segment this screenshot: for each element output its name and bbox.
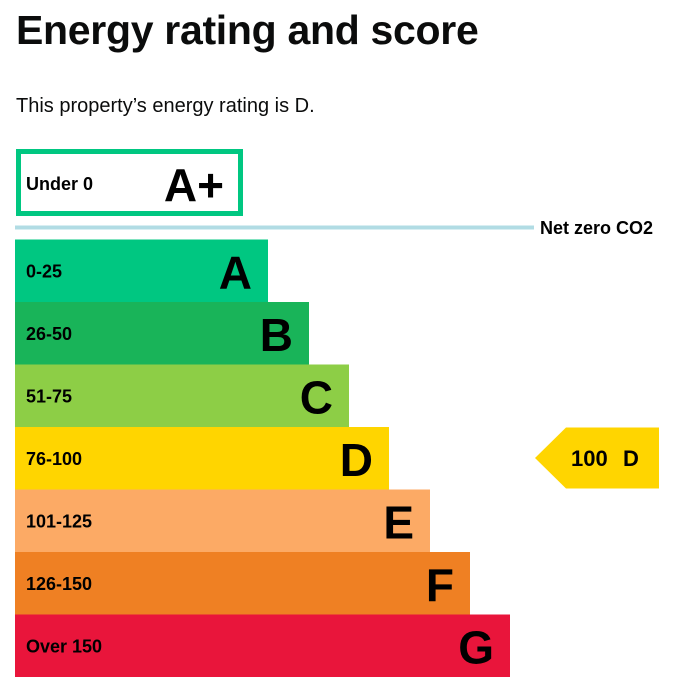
band-d-letter: D	[340, 434, 373, 486]
page-title: Energy rating and score	[16, 7, 479, 53]
band-g-range: Over 150	[26, 637, 102, 657]
band-c-range: 51-75	[26, 387, 72, 407]
band-a-bar	[15, 239, 268, 302]
band-e-range: 101-125	[26, 512, 92, 532]
band-a-plus-range: Under 0	[26, 174, 93, 194]
band-c-bar	[15, 364, 349, 427]
band-b-bar	[15, 302, 309, 365]
rating-summary: This property’s energy rating is D.	[16, 95, 315, 117]
band-g-bar	[15, 614, 510, 677]
band-a-letter: A	[219, 247, 252, 299]
current-rating-score: 100	[571, 446, 608, 471]
band-c-letter: C	[300, 372, 333, 424]
band-f-letter: F	[426, 559, 454, 611]
band-b-letter: B	[260, 309, 293, 361]
band-a-plus-letter: A+	[164, 159, 224, 211]
net-zero-label: Net zero CO2	[540, 218, 653, 238]
band-f-bar	[15, 552, 470, 615]
band-d-range: 76-100	[26, 449, 82, 469]
band-e-letter: E	[383, 497, 414, 549]
band-e-bar	[15, 489, 430, 552]
current-rating-letter: D	[623, 446, 639, 471]
band-a-plus-box	[16, 149, 243, 216]
band-b-range: 26-50	[26, 324, 72, 344]
band-d-bar	[15, 427, 389, 490]
band-a-range: 0-25	[26, 262, 62, 282]
current-rating-arrow	[535, 427, 659, 489]
band-f-range: 126-150	[26, 574, 92, 594]
band-g-letter: G	[458, 622, 494, 674]
